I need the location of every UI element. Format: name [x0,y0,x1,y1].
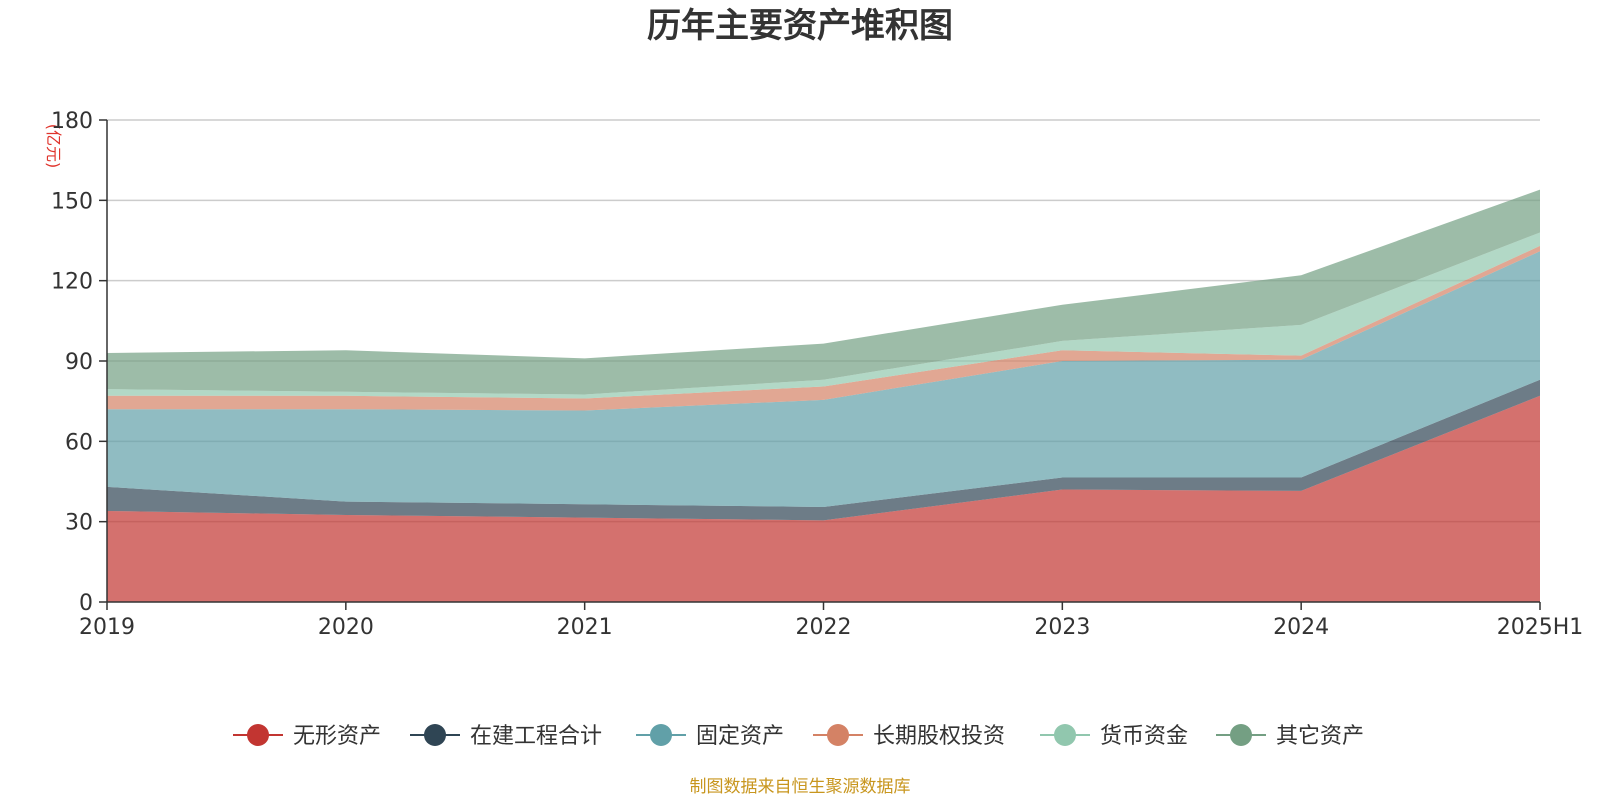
legend-item-0[interactable]: 无形资产 [233,724,381,749]
x-tick-label: 2023 [1034,615,1090,640]
legend-label: 在建工程合计 [470,724,602,749]
x-tick-label: 2022 [796,615,852,640]
area-series [107,189,1540,602]
area-series-1 [107,379,1540,521]
legend-item-5[interactable]: 其它资产 [1216,724,1364,749]
legend-marker [1230,724,1252,746]
legend-item-3[interactable]: 长期股权投资 [813,724,1005,749]
legend-label: 无形资产 [293,724,381,749]
area-series-5 [107,189,1540,395]
area-series-0 [107,395,1540,602]
x-tick-label: 2019 [79,615,135,640]
x-tick-label: 2024 [1273,615,1329,640]
axes: 0 30 60 90 120 150 180 2019 2020 2021 2022 2023 2024… [51,109,1583,640]
legend-label: 固定资产 [696,724,784,749]
y-tick-label: 90 [65,350,93,375]
x-tick-label: 2021 [557,615,613,640]
y-tick-label: 120 [51,270,93,295]
y-tick-label: 0 [79,591,93,616]
y-axis-unit: (亿元) [44,124,63,169]
legend-item-2[interactable]: 固定资产 [636,724,784,749]
legend-marker [650,724,672,746]
area-series-2 [107,251,1540,507]
legend-item-4[interactable]: 货币资金 [1040,724,1188,749]
legend-label: 其它资产 [1276,724,1364,749]
legend[interactable]: 无形资产 在建工程合计 固定资产 长期股权投资 货币资金 其它资产 [233,724,1364,749]
legend-marker [247,724,269,746]
y-tick-label: 150 [51,189,93,214]
y-tick-label: 30 [65,511,93,536]
y-tick-label: 60 [65,430,93,455]
x-tick-label: 2020 [318,615,374,640]
legend-item-1[interactable]: 在建工程合计 [410,724,602,749]
legend-label: 长期股权投资 [873,724,1005,749]
source-note: 制图数据来自恒生聚源数据库 [690,777,911,797]
x-tick-label: 2025H1 [1497,615,1584,640]
legend-marker [1054,724,1076,746]
legend-marker [424,724,446,746]
legend-marker [827,724,849,746]
y-tick-label: 180 [51,109,93,134]
chart-title: 历年主要资产堆积图 [647,6,953,46]
legend-label: 货币资金 [1100,724,1188,749]
